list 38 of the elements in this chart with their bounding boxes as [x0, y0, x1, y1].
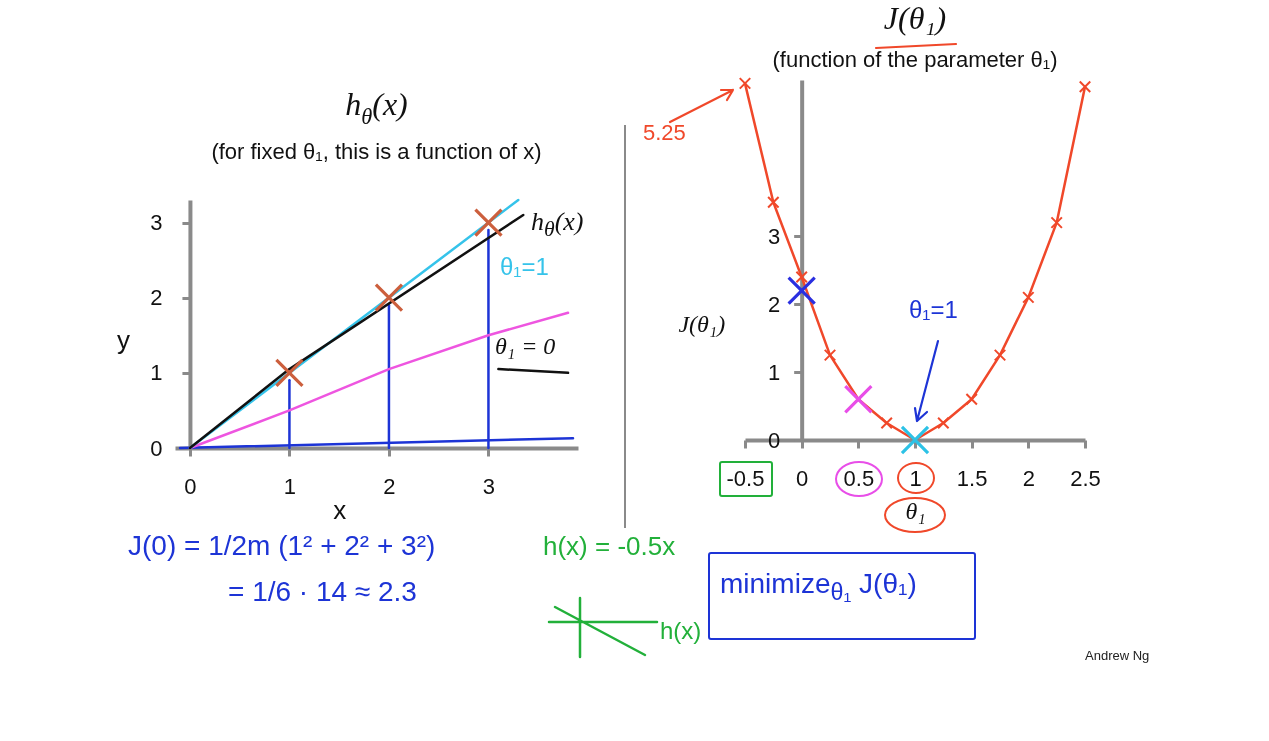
x-axis-title: θ₁ [905, 497, 926, 524]
x-tick-label: 1.5 [956, 465, 988, 491]
x-tick-label: 2 [383, 473, 396, 499]
text: Andrew Ng [1085, 648, 1150, 664]
y-tick-label: 1 [767, 359, 781, 385]
x-tick-label: 0 [184, 473, 197, 499]
annotation: h$_{θ}$(x) [531, 207, 584, 243]
x-tick-label: -0.5 [726, 465, 765, 491]
annotation: θ₁ = 0 [495, 333, 556, 361]
y-tick-label: 3 [767, 223, 781, 249]
chart-title: J(θ₁) [883, 0, 947, 37]
y-tick-label: 0 [150, 435, 163, 461]
chart-subtitle: (for fixed θ₁, this is a function of x) [211, 138, 542, 164]
text: J(0) = 1/2m (1² + 2² + 3²) [128, 530, 436, 563]
x-tick-label: 0.5 [843, 465, 875, 491]
y-tick-label: 2 [150, 285, 163, 311]
chart-title: h$_{θ}$(x) [345, 85, 408, 130]
y-tick-label: 3 [150, 210, 163, 236]
y-tick-label: 0 [767, 427, 781, 453]
text: minimize$_{θ₁}$ J(θ₁) [720, 568, 917, 606]
x-tick-label: 2.5 [1070, 465, 1101, 491]
x-tick-label: 1 [909, 465, 922, 491]
text: = 1/6 · 14 ≈ 2.3 [228, 576, 417, 609]
text: h(x) = -0.5x [543, 531, 676, 562]
y-axis-title: J(θ₁) [678, 311, 726, 338]
text: h(x) [660, 617, 702, 645]
y-tick-label: 1 [150, 360, 163, 386]
annotation: θ₁=1 [909, 296, 958, 324]
annotation: θ₁=1 [500, 253, 549, 281]
text: 5.25 [643, 120, 686, 146]
x-axis-title: x [333, 494, 347, 525]
x-tick-label: 1 [283, 473, 297, 499]
y-axis-title: y [116, 324, 130, 355]
x-tick-label: 3 [482, 473, 496, 499]
chart-subtitle: (function of the parameter θ₁) [772, 47, 1058, 73]
y-tick-label: 2 [767, 291, 781, 317]
x-tick-label: 0 [796, 465, 809, 491]
x-tick-label: 2 [1022, 465, 1035, 491]
